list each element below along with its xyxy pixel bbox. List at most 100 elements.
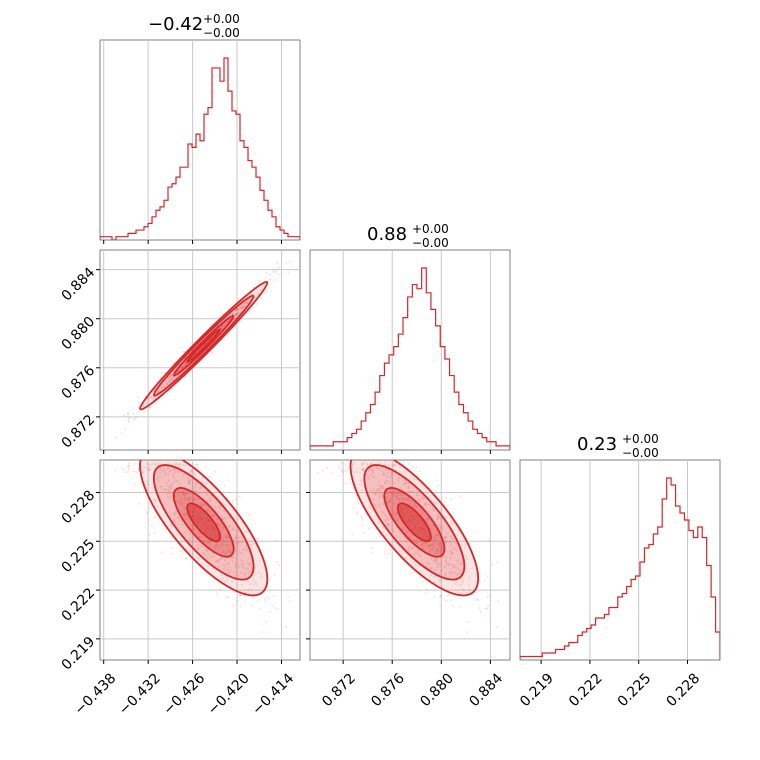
sample-point <box>432 524 435 527</box>
sample-point <box>246 580 249 583</box>
panel-hist-p1 <box>309 249 511 451</box>
sample-point <box>226 548 230 551</box>
sample-point <box>185 492 188 496</box>
sample-point <box>197 466 200 469</box>
sample-point <box>147 469 150 472</box>
sample-point <box>437 534 440 537</box>
sample-point <box>168 470 172 473</box>
sample-point <box>407 547 410 550</box>
sample-point <box>439 594 442 597</box>
sample-point <box>127 464 130 467</box>
sample-point <box>409 503 412 506</box>
sample-point <box>393 493 396 496</box>
sample-point <box>127 419 130 422</box>
y-tick-label-p1: 0.876 <box>59 363 99 403</box>
sample-point <box>378 504 381 507</box>
sample-point <box>478 607 481 610</box>
sample-point <box>241 566 244 569</box>
sample-point <box>224 324 227 327</box>
sample-point <box>184 512 188 516</box>
sample-point <box>287 596 290 599</box>
sample-point <box>396 512 399 516</box>
sample-point <box>378 479 381 482</box>
title-p2-plus: +0.00 <box>622 432 659 446</box>
sample-point <box>126 412 130 415</box>
sample-point <box>224 552 227 555</box>
sample-point <box>432 543 435 546</box>
sample-point <box>401 493 404 497</box>
sample-point <box>385 475 389 478</box>
sample-point <box>406 530 410 533</box>
sample-point <box>434 540 437 543</box>
sample-point <box>153 532 156 535</box>
sample-point <box>226 320 230 323</box>
sample-point <box>211 351 214 355</box>
sample-point <box>222 517 226 521</box>
sample-point <box>398 500 401 503</box>
sample-point <box>425 561 429 564</box>
sample-point <box>180 503 183 506</box>
sample-point <box>203 539 206 542</box>
sample-point <box>163 469 166 472</box>
sample-point <box>461 588 464 591</box>
sample-point <box>163 385 167 388</box>
sample-point <box>217 511 220 514</box>
sample-point <box>276 607 280 611</box>
sample-point <box>197 547 200 550</box>
sample-point <box>367 469 371 473</box>
sample-point <box>238 593 242 596</box>
sample-point <box>223 566 226 570</box>
sample-point <box>461 581 464 584</box>
sample-point <box>239 307 243 310</box>
sample-point <box>181 473 184 476</box>
contour-level <box>396 502 432 543</box>
sample-point <box>368 527 371 530</box>
sample-point <box>177 516 180 520</box>
sample-point <box>371 469 374 472</box>
sample-point <box>169 487 172 490</box>
sample-point <box>419 513 423 516</box>
sample-point <box>459 562 462 566</box>
sample-point <box>408 544 411 548</box>
y-tick-label-p1: 0.872 <box>59 412 99 452</box>
sample-point <box>234 561 238 564</box>
sample-point <box>222 509 225 512</box>
sample-point <box>361 468 364 471</box>
sample-point <box>408 467 411 470</box>
sample-point <box>272 268 276 271</box>
sample-point <box>196 547 199 550</box>
x-tick-label-p1: 0.876 <box>368 670 408 710</box>
sample-point <box>287 271 290 274</box>
sample-point <box>395 497 398 500</box>
sample-point <box>447 563 450 566</box>
sample-point <box>234 556 237 560</box>
sample-point <box>195 463 199 467</box>
sample-point <box>178 501 181 504</box>
sample-point <box>496 625 499 629</box>
sample-point <box>439 547 442 550</box>
sample-point <box>127 420 130 423</box>
sample-point <box>181 366 184 369</box>
sample-point <box>424 588 428 591</box>
sample-point <box>304 246 306 248</box>
sample-point <box>254 296 257 299</box>
sample-point <box>228 524 231 527</box>
sample-point <box>368 505 371 509</box>
sample-point <box>414 503 417 506</box>
sample-point <box>182 491 185 495</box>
sample-point <box>384 552 387 556</box>
sample-point <box>184 473 187 476</box>
sample-point <box>370 466 373 469</box>
sample-point <box>461 544 464 547</box>
sample-point <box>387 523 390 526</box>
sample-point <box>435 479 439 482</box>
sample-point <box>188 497 191 500</box>
sample-point <box>170 373 173 376</box>
sample-point <box>194 483 197 486</box>
sample-point <box>407 486 410 489</box>
sample-point <box>355 470 358 474</box>
sample-point <box>415 551 418 554</box>
sample-point <box>239 605 243 608</box>
sample-point <box>247 571 250 574</box>
sample-point <box>174 376 177 379</box>
